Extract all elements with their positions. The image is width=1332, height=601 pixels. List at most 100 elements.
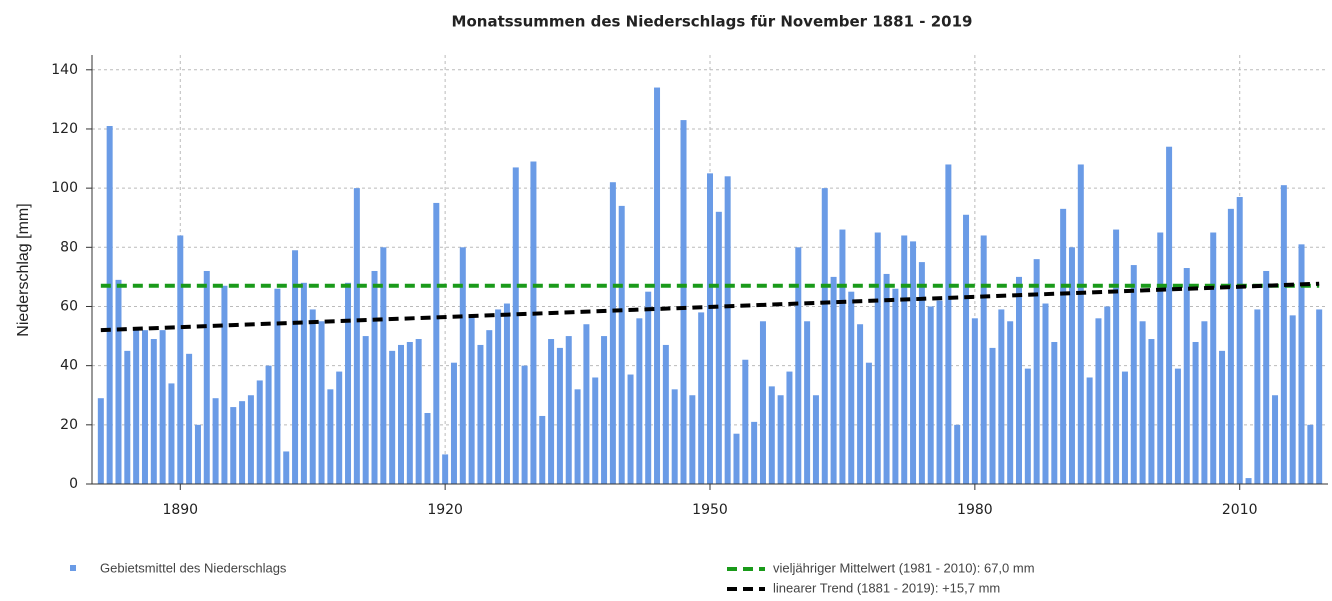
- y-tick-label: 140: [51, 62, 78, 78]
- bar: [459, 247, 466, 484]
- x-tick-label: 1980: [957, 502, 993, 518]
- bar: [742, 359, 749, 484]
- bar: [556, 347, 563, 484]
- bar: [574, 389, 581, 484]
- y-tick-label: 80: [60, 239, 78, 255]
- y-tick-label: 20: [60, 417, 78, 433]
- chart-title: Monatssummen des Niederschlags für Novem…: [452, 13, 973, 31]
- bar: [954, 424, 961, 484]
- bar: [159, 330, 166, 484]
- bar: [1016, 276, 1022, 484]
- bar: [1068, 247, 1075, 484]
- bar: [1201, 321, 1208, 484]
- bar: [618, 205, 625, 484]
- bar: [212, 398, 219, 484]
- bar: [759, 321, 766, 484]
- bar: [1086, 377, 1093, 484]
- bar: [265, 365, 272, 484]
- x-tick-label: 1950: [692, 502, 728, 518]
- bar: [892, 288, 899, 484]
- bar: [406, 341, 413, 484]
- bar: [221, 285, 228, 484]
- bar: [141, 330, 148, 484]
- bar: [1166, 146, 1173, 485]
- bar: [186, 353, 193, 484]
- bar: [865, 362, 872, 484]
- bar: [133, 330, 140, 484]
- bar: [1113, 229, 1120, 484]
- bar: [327, 389, 334, 484]
- bar: [1245, 478, 1252, 484]
- bar: [918, 262, 925, 484]
- bar: [1192, 341, 1199, 484]
- bar: [1033, 259, 1040, 484]
- y-tick-label: 0: [69, 476, 78, 492]
- bar: [292, 250, 299, 484]
- bar: [1298, 244, 1305, 484]
- y-tick-label: 100: [51, 180, 78, 196]
- bar: [318, 321, 325, 484]
- bar: [521, 365, 528, 484]
- bar: [601, 336, 608, 484]
- bar: [97, 398, 104, 484]
- bar: [1174, 368, 1181, 484]
- bar: [830, 276, 837, 484]
- x-tick-label: 2010: [1222, 502, 1258, 518]
- bar: [812, 395, 819, 484]
- bar: [274, 288, 281, 484]
- legend-swatch: [70, 565, 76, 571]
- bar: [442, 454, 449, 484]
- bar: [539, 415, 546, 484]
- bar: [821, 188, 828, 484]
- bar: [768, 386, 775, 484]
- bar: [433, 202, 440, 484]
- bar: [998, 309, 1005, 484]
- bar: [980, 235, 987, 484]
- bar: [1139, 321, 1146, 484]
- bar: [1236, 197, 1243, 484]
- bar: [751, 421, 758, 484]
- bar: [530, 161, 537, 484]
- bar: [1095, 318, 1102, 484]
- bar: [115, 279, 122, 484]
- bar: [592, 377, 599, 484]
- bar: [1316, 309, 1323, 484]
- bar: [583, 324, 590, 484]
- bar: [839, 229, 846, 484]
- bar: [1007, 321, 1014, 484]
- bar: [627, 374, 634, 484]
- bar: [1121, 371, 1128, 484]
- bar: [309, 309, 316, 484]
- bar: [883, 273, 890, 484]
- bar: [565, 336, 572, 484]
- bar: [336, 371, 343, 484]
- bar: [1148, 339, 1155, 484]
- bar: [971, 318, 978, 484]
- reference-line: [100, 281, 1320, 333]
- bar: [662, 344, 669, 484]
- bar: [733, 433, 740, 484]
- bar: [512, 167, 519, 484]
- bar: [168, 383, 175, 484]
- bar: [804, 321, 811, 484]
- bar: [848, 291, 855, 484]
- bar: [177, 235, 184, 484]
- bar: [1210, 232, 1217, 484]
- bar: [230, 407, 237, 484]
- x-tick-label: 1920: [427, 502, 463, 518]
- bar: [362, 336, 369, 484]
- legend-label: Gebietsmittel des Niederschlags: [100, 560, 287, 575]
- bar: [239, 401, 246, 484]
- y-tick-label: 40: [60, 358, 78, 374]
- bar: [874, 232, 881, 484]
- bar: [371, 270, 378, 484]
- bar: [1051, 341, 1058, 484]
- bar: [194, 424, 201, 484]
- bar: [1254, 309, 1261, 484]
- bar: [1130, 265, 1137, 484]
- legend-label: linearer Trend (1881 - 2019): +15,7 mm: [773, 580, 1000, 595]
- bar: [300, 282, 307, 484]
- bar: [1263, 270, 1270, 484]
- bar: [1042, 303, 1049, 484]
- bar: [671, 389, 678, 484]
